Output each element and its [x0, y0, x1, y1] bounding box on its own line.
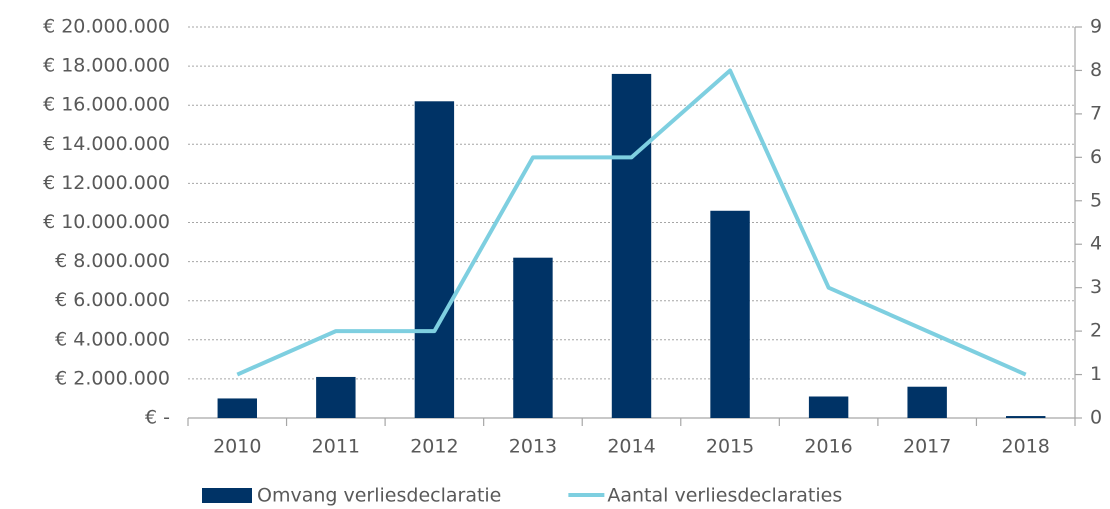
- line: [236, 68, 1027, 377]
- y2-tick-label: 3: [1090, 276, 1102, 298]
- legend-swatch: [202, 488, 252, 503]
- legend-label: Omvang verliesdeclaratie: [257, 485, 501, 507]
- legend-label: Aantal verliesdeclaraties: [607, 485, 842, 507]
- y2-tick-label: 9: [1090, 16, 1102, 38]
- y-tick-label: € 8.000.000: [55, 250, 170, 272]
- x-tick-label: 2016: [804, 436, 852, 458]
- y2-tick-label: 8: [1090, 59, 1102, 81]
- y-tick-label: € 18.000.000: [43, 55, 170, 77]
- x-tick-label: 2015: [706, 436, 754, 458]
- x-tick-label: 2011: [312, 436, 360, 458]
- y2-tick-label: 6: [1090, 146, 1102, 168]
- x-tick-label: 2014: [607, 436, 655, 458]
- bar: [513, 257, 553, 418]
- x-tick-label: 2012: [410, 436, 458, 458]
- y2-tick-label: 4: [1090, 233, 1102, 255]
- y-tick-label: € 14.000.000: [43, 133, 170, 155]
- y-tick-label: € 20.000.000: [43, 16, 170, 38]
- bar: [808, 396, 849, 418]
- bar: [710, 210, 750, 418]
- y-tick-label: € 16.000.000: [43, 94, 170, 116]
- x-tick-label: 2010: [213, 436, 261, 458]
- y2-tick-label: 0: [1090, 407, 1102, 429]
- x-tick-label: 2018: [1002, 436, 1050, 458]
- y-tick-label: € 4.000.000: [55, 328, 170, 350]
- bar: [907, 386, 947, 418]
- x-tick-label: 2013: [509, 436, 557, 458]
- y-tick-label: € 6.000.000: [55, 289, 170, 311]
- bar: [1006, 416, 1046, 418]
- y-tick-label: € -: [145, 407, 170, 429]
- bar: [316, 376, 356, 418]
- y2-tick-label: 5: [1090, 189, 1102, 211]
- y-tick-label: € 2.000.000: [55, 367, 170, 389]
- y2-tick-label: 2: [1090, 320, 1102, 342]
- y-tick-label: € 10.000.000: [43, 211, 170, 233]
- y-tick-label: € 12.000.000: [43, 172, 170, 194]
- bar: [611, 73, 652, 419]
- y2-tick-label: 7: [1090, 102, 1102, 124]
- x-tick-label: 2017: [903, 436, 951, 458]
- bar: [414, 101, 455, 418]
- bar: [217, 398, 257, 418]
- y2-tick-label: 1: [1090, 363, 1102, 385]
